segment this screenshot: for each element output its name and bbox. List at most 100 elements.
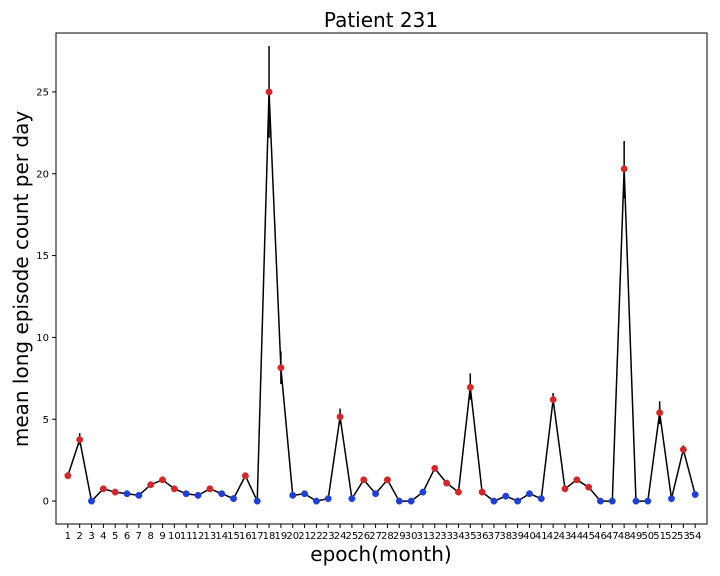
- data-point: [585, 483, 593, 491]
- data-point: [241, 472, 249, 480]
- x-tick-label: 18: [263, 531, 276, 542]
- plot-area: [64, 46, 699, 505]
- y-tick-label: 20: [36, 169, 49, 180]
- data-point: [230, 495, 237, 503]
- x-tick-label: 31: [417, 531, 430, 542]
- chart-title: Patient 231: [324, 8, 438, 32]
- x-tick-label: 15: [227, 531, 240, 542]
- x-tick-label: 8: [148, 531, 154, 542]
- data-point: [443, 479, 451, 487]
- y-tick-label: 15: [36, 251, 49, 262]
- x-tick-label: 14: [215, 531, 228, 542]
- x-tick-label: 16: [239, 531, 252, 542]
- x-tick-label: 29: [393, 531, 406, 542]
- data-point: [372, 490, 380, 498]
- y-tick-label: 0: [43, 497, 49, 508]
- x-tick-label: 20: [286, 531, 299, 542]
- x-tick-label: 52: [665, 531, 678, 542]
- data-point: [289, 491, 297, 499]
- x-tick-label: 35: [464, 531, 477, 542]
- data-point: [360, 476, 368, 484]
- x-tick-label: 6: [124, 531, 130, 542]
- data-point: [88, 497, 95, 505]
- data-point: [135, 491, 143, 499]
- data-point: [502, 492, 510, 500]
- data-point: [656, 409, 664, 417]
- data-point: [454, 488, 462, 496]
- x-tick-label: 26: [357, 531, 370, 542]
- x-tick-label: 25: [346, 531, 359, 542]
- data-point: [679, 446, 687, 453]
- data-point: [182, 490, 190, 498]
- x-tick-label: 45: [582, 531, 595, 542]
- data-point: [478, 488, 486, 496]
- data-point: [537, 495, 545, 503]
- data-point: [632, 497, 640, 505]
- data-point: [253, 497, 261, 505]
- data-point: [147, 481, 155, 489]
- y-tick-label: 5: [43, 415, 49, 426]
- x-tick-label: 46: [594, 531, 607, 542]
- data-point: [395, 497, 403, 505]
- x-tick-label: 34: [452, 531, 465, 542]
- x-tick-label: 54: [689, 531, 702, 542]
- x-tick-label: 1: [65, 531, 71, 542]
- data-point: [336, 413, 344, 421]
- data-point: [123, 490, 131, 498]
- data-point: [573, 476, 581, 484]
- data-point: [348, 495, 356, 503]
- x-axis: 1 2 3 4 5 6 7 8 9 10 11 12 13 14 15 16 17 18 19 20 21 22 23 24 2…: [65, 524, 702, 542]
- data-point: [301, 490, 309, 498]
- x-tick-label: 4: [100, 531, 106, 542]
- x-tick-label: 30: [405, 531, 418, 542]
- x-tick-label: 19: [275, 531, 288, 542]
- x-tick-label: 41: [535, 531, 548, 542]
- x-tick-label: 42: [547, 531, 560, 542]
- x-tick-label: 38: [499, 531, 512, 542]
- data-point: [466, 383, 474, 391]
- x-tick-label: 9: [159, 531, 165, 542]
- data-point: [431, 464, 439, 472]
- data-point: [277, 364, 285, 372]
- data-point: [218, 490, 226, 498]
- data-point: [526, 490, 533, 498]
- x-tick-label: 5: [112, 531, 118, 542]
- x-tick-label: 39: [511, 531, 524, 542]
- x-tick-label: 47: [606, 531, 619, 542]
- x-tick-label: 51: [653, 531, 666, 542]
- x-tick-label: 48: [618, 531, 631, 542]
- x-tick-label: 37: [488, 531, 501, 542]
- x-tick-label: 23: [322, 531, 335, 542]
- data-point: [419, 488, 427, 496]
- x-tick-label: 44: [570, 531, 583, 542]
- data-point: [490, 497, 498, 505]
- data-point: [206, 485, 214, 493]
- data-point: [194, 491, 202, 499]
- data-point: [407, 497, 415, 505]
- x-tick-label: 50: [641, 531, 654, 542]
- x-tick-label: 22: [310, 531, 323, 542]
- data-point: [549, 396, 557, 404]
- data-point: [99, 485, 107, 493]
- x-tick-label: 53: [677, 531, 690, 542]
- x-tick-label: 40: [523, 531, 536, 542]
- x-tick-label: 36: [476, 531, 489, 542]
- data-point: [691, 491, 699, 498]
- data-point: [668, 495, 675, 503]
- x-tick-label: 28: [381, 531, 394, 542]
- data-point: [159, 476, 166, 484]
- data-point: [597, 497, 604, 505]
- y-tick-label: 10: [36, 333, 49, 344]
- data-point: [111, 488, 119, 496]
- x-tick-label: 3: [88, 531, 94, 542]
- data-point: [64, 472, 72, 480]
- series-line: [67, 91, 696, 503]
- data-point: [170, 485, 178, 493]
- x-tick-label: 17: [251, 531, 264, 542]
- x-tick-label: 24: [334, 531, 347, 542]
- data-point: [644, 497, 652, 505]
- x-tick-label: 11: [180, 531, 193, 542]
- x-tick-label: 7: [136, 531, 142, 542]
- data-point: [76, 436, 84, 444]
